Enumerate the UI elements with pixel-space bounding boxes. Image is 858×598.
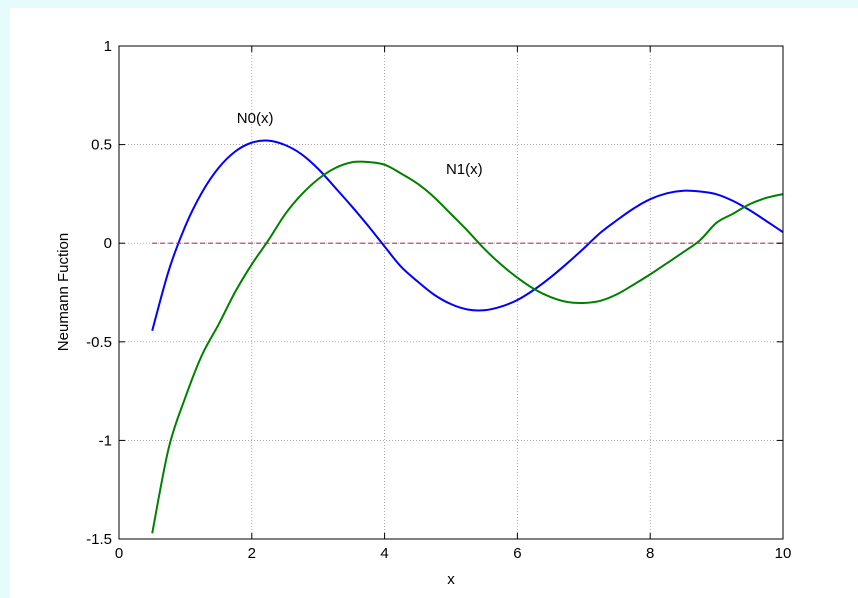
annotation-layer: N0(x) N1(x)	[237, 110, 483, 178]
curve-label: N1(x)	[446, 161, 483, 178]
series-layer	[151, 139, 784, 534]
curve-label: N0(x)	[237, 110, 274, 127]
x-tick-label: 4	[380, 545, 388, 562]
neumann-function-chart: 0 2 4 6 8 10 -1.5 -1 -0.5 0 0.5 1 N0(x) N1(x) x Neum…	[55, 38, 791, 588]
series-line-n0-x	[151, 139, 784, 332]
y-axis-label: Neumann Fuction	[55, 233, 72, 351]
y-tick-label: 1	[104, 38, 112, 55]
x-tick-label: 0	[115, 545, 123, 562]
axis-ticks: 0 2 4 6 8 10 -1.5 -1 -0.5 0 0.5 1	[86, 38, 791, 562]
series-line-n1-x	[151, 160, 784, 534]
x-tick-label: 6	[513, 545, 521, 562]
y-tick-label: -1	[99, 432, 112, 449]
x-axis-label: x	[447, 571, 455, 588]
figure-canvas: 0 2 4 6 8 10 -1.5 -1 -0.5 0 0.5 1 N0(x) N1(x) x Neum…	[10, 8, 858, 598]
x-tick-label: 8	[646, 545, 654, 562]
y-tick-label: -1.5	[86, 531, 112, 548]
grid-lines	[119, 46, 783, 539]
y-tick-label: 0	[104, 235, 112, 252]
y-tick-label: -0.5	[86, 334, 112, 351]
plot-frame	[118, 45, 784, 540]
x-tick-label: 2	[248, 545, 256, 562]
plot-area	[119, 46, 783, 539]
x-tick-label: 10	[775, 545, 792, 562]
y-tick-label: 0.5	[91, 137, 112, 154]
